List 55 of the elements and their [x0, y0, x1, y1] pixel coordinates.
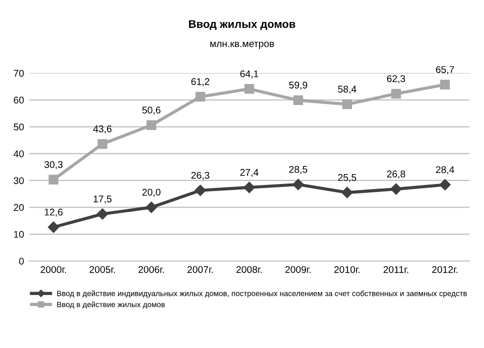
- y-tick-label: 50: [14, 124, 24, 130]
- data-label: 17,5: [94, 196, 112, 204]
- point: [439, 179, 451, 190]
- x-tick-label: 2012г.: [432, 266, 458, 273]
- x-tick-label: 2008г.: [236, 266, 262, 273]
- y-tick-label: 60: [14, 96, 24, 104]
- point: [195, 92, 206, 102]
- point: [48, 222, 60, 233]
- chart-subtitle: млн.кв.метров: [210, 42, 274, 49]
- point: [98, 139, 108, 149]
- point: [342, 99, 352, 110]
- point: [194, 184, 206, 196]
- x-tick-label: 2007г.: [187, 266, 213, 273]
- point: [48, 174, 58, 185]
- point: [244, 84, 254, 94]
- point: [342, 186, 353, 198]
- point: [293, 95, 304, 106]
- point: [96, 208, 108, 220]
- y-tick-label: 10: [14, 230, 24, 238]
- data-label: 20,0: [142, 188, 160, 197]
- y-tick-label: 40: [14, 150, 24, 158]
- x-tick-label: 2000г.: [40, 266, 66, 273]
- x-tick-label: 2006г.: [138, 266, 164, 273]
- x-tick-label: 2011г.: [384, 266, 408, 273]
- y-tick-label: 70: [14, 70, 24, 77]
- x-tick-label: 2009г.: [285, 266, 311, 273]
- y-tick-label: 0: [19, 258, 24, 265]
- data-label: 26,8: [387, 170, 406, 179]
- data-label: 61,2: [191, 78, 210, 86]
- point: [146, 202, 157, 213]
- point: [292, 178, 304, 190]
- chart-title: Ввод жилых домов: [189, 20, 296, 30]
- point: [391, 88, 401, 99]
- data-label: 64,1: [240, 70, 258, 78]
- point: [146, 120, 156, 130]
- y-tick-label: 20: [14, 204, 24, 211]
- data-label: 12,6: [44, 208, 63, 217]
- point: [244, 182, 255, 194]
- data-label: 50,6: [142, 106, 160, 115]
- x-tick-label: 2010г.: [334, 266, 360, 273]
- x-tick-label: 2005г.: [90, 266, 115, 273]
- point: [390, 183, 402, 195]
- data-label: 43,6: [93, 125, 112, 134]
- point: [440, 80, 450, 90]
- data-label: 58,4: [338, 86, 356, 94]
- data-label: 28,5: [289, 166, 308, 174]
- data-label: 25,5: [338, 174, 356, 182]
- data-label: 65,7: [436, 66, 454, 74]
- data-label: 59,9: [289, 82, 308, 90]
- y-tick-label: 30: [14, 177, 24, 184]
- data-label: 26,3: [191, 172, 210, 180]
- data-label: 30,3: [44, 161, 63, 170]
- data-label: 27,4: [240, 168, 258, 177]
- data-label: 62,3: [387, 75, 406, 84]
- data-label: 28,4: [436, 166, 454, 174]
